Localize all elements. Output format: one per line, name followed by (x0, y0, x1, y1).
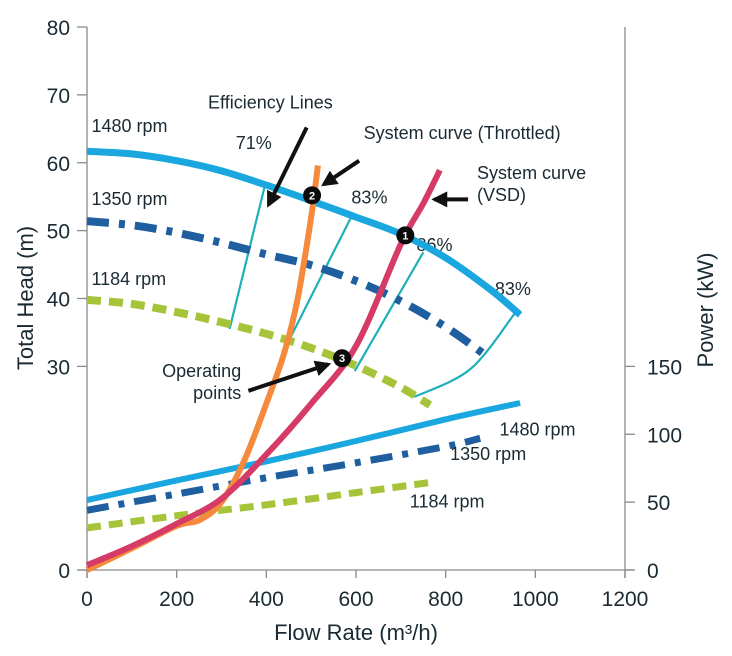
efficiency-label: 83% (351, 187, 387, 207)
curve-label-power-1480-rpm: 1480 rpm (499, 420, 575, 440)
x-tick-label: 200 (159, 588, 194, 611)
y-tick-label: 80 (47, 17, 70, 40)
curve-label-power-1350-rpm: 1350 rpm (450, 444, 526, 464)
operating-point-label-2: 2 (309, 190, 315, 202)
y-tick-label: 0 (58, 560, 70, 583)
efficiency-line-83 (286, 213, 354, 344)
y2-tick-label: 0 (647, 560, 659, 583)
axes: 0 200 400 600 800 1000 12000304050607080050100… (47, 17, 682, 611)
efficiency-line-86 (353, 251, 425, 372)
annotation-arrow-system-curve-throttled (321, 159, 361, 187)
efficiency-line-71 (228, 184, 267, 330)
y-tick-label: 60 (47, 153, 70, 176)
system-curve-system-curve-vsd (85, 168, 443, 568)
y2-tick-label: 100 (647, 424, 682, 447)
x-axis-title: Flow Rate (m³/h) (274, 620, 438, 645)
x-tick-label: 400 (249, 588, 284, 611)
power-curves (86, 400, 521, 532)
operating-points: 1 2 3 (303, 186, 415, 368)
annotation-text-system-curve: System curve (477, 163, 586, 183)
curve-label-head-1350-rpm: 1350 rpm (91, 189, 167, 209)
efficiency-label: 71% (236, 133, 272, 153)
annotation-text-operating: points (193, 383, 241, 403)
y2-tick-label: 50 (647, 492, 670, 515)
operating-point-2 (303, 186, 322, 205)
x-tick-label: 0 (81, 588, 93, 611)
y-axis-title: Total Head (m) (13, 226, 38, 370)
operating-point-label-1: 1 (402, 230, 408, 242)
x-tick-label: 800 (428, 588, 463, 611)
curve-label-head-1480-rpm: 1480 rpm (91, 116, 167, 136)
annotation-text-operating: Operating (162, 361, 241, 381)
y2-tick-label: 150 (647, 356, 682, 379)
head-curve-1350-rpm (86, 217, 488, 359)
operating-point-label-3: 3 (339, 353, 345, 365)
y2-axis-title: Power (kW) (693, 253, 718, 368)
curve-label-power-1184-rpm: 1184 rpm (410, 492, 485, 512)
operating-point-1 (396, 226, 415, 245)
system-curves (85, 165, 443, 573)
power-curve-1184-rpm (86, 478, 436, 532)
head-curve-1480-rpm (86, 147, 523, 318)
annotation-text-system-curve: (VSD) (477, 185, 526, 205)
y-tick-label: 70 (47, 85, 70, 108)
power-curve-1480-rpm (86, 400, 521, 504)
y-tick-label: 30 (47, 356, 70, 379)
efficiency-label: 83% (495, 279, 531, 299)
efficiency-lines: 71%83%86%83% (228, 133, 531, 398)
operating-point-3 (333, 349, 352, 368)
annotations: Efficiency Lines System curve (Throttled)… (162, 92, 586, 403)
annotation-arrow-efficiency-lines (266, 126, 309, 208)
labels: Flow Rate (m³/h) Total Head (m) Power (k… (13, 116, 718, 645)
annotation-arrow-operating (247, 360, 332, 393)
y-tick-label: 50 (47, 221, 70, 244)
x-tick-label: 600 (338, 588, 373, 611)
x-tick-label: 1000 (512, 588, 559, 611)
annotation-text-system-curve-throttled: System curve (Throttled) (364, 123, 561, 143)
head-curve-1184-rpm (86, 295, 433, 409)
x-tick-label: 1200 (602, 588, 649, 611)
curve-label-head-1184-rpm: 1184 rpm (91, 269, 166, 289)
annotation-text-efficiency-lines: Efficiency Lines (208, 92, 333, 112)
y-tick-label: 40 (47, 289, 70, 312)
efficiency-line-83 (413, 312, 517, 398)
